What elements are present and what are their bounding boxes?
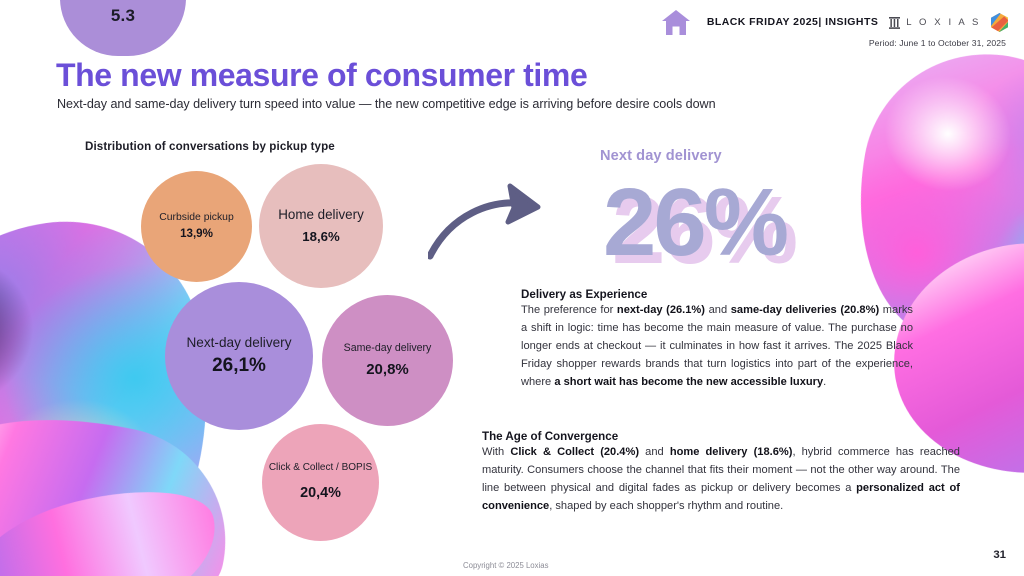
bubble-label: Same-day delivery	[343, 342, 432, 355]
block-heading: Delivery as Experience	[521, 288, 648, 301]
chart-title: Distribution of conversations by pickup …	[85, 140, 335, 153]
bubble-label: Curbside pickup	[159, 211, 234, 223]
header-bar: BLACK FRIDAY 2025| INSIGHTS L O X I A S	[661, 8, 1008, 36]
bubble-click-and-collect[interactable]: Click & Collect / BOPIS 20,4%	[262, 424, 379, 541]
chapter-number: 5.3	[110, 6, 136, 25]
page-title: The new measure of consumer time	[56, 57, 588, 93]
text-block-age-of-convergence: The Age of Convergence With Click & Coll…	[482, 430, 960, 516]
bubble-label: Click & Collect / BOPIS	[268, 462, 373, 474]
callout-value: 26%	[603, 169, 789, 276]
callout-label: Next day delivery	[600, 148, 722, 164]
block-body: With Click & Collect (20.4%) and home de…	[482, 446, 960, 512]
loxias-wordmark: L O X I A S	[906, 16, 981, 28]
bubble-value: 20,4%	[300, 485, 341, 502]
copyright-text: Copyright © 2025 Loxias	[463, 561, 549, 570]
bubble-label: Next-day delivery	[186, 334, 292, 350]
bubble-value: 13,9%	[180, 227, 213, 241]
bubble-next-day-delivery[interactable]: Next-day delivery 26,1%	[165, 282, 313, 430]
column-icon	[889, 16, 901, 29]
period-label: Period: June 1 to October 31, 2025	[868, 38, 1006, 48]
bubble-value: 20,8%	[366, 360, 409, 378]
bubble-home-delivery[interactable]: Home delivery 18,6%	[259, 164, 383, 288]
loxias-logo: L O X I A S	[888, 15, 981, 30]
callout-stat: 26% 26%	[600, 175, 930, 285]
block-body: The preference for next-day (26.1%) and …	[521, 304, 913, 388]
brand-label: BLACK FRIDAY 2025| INSIGHTS	[706, 16, 879, 28]
block-heading: The Age of Convergence	[482, 430, 619, 443]
callout-value-shadow: 26%	[612, 177, 798, 284]
bubble-same-day-delivery[interactable]: Same-day delivery 20,8%	[322, 295, 453, 426]
hexagon-logo-icon	[991, 12, 1008, 32]
page-number: 31	[993, 549, 1006, 561]
bubble-label: Home delivery	[278, 207, 364, 223]
page-subtitle: Next-day and same-day delivery turn spee…	[57, 97, 716, 111]
chapter-badge: 5.3	[60, 0, 186, 56]
home-icon[interactable]	[661, 8, 691, 36]
iridescent-blob-left-bottom	[0, 470, 231, 576]
curved-arrow-icon	[428, 183, 541, 260]
bubble-curbside-pickup[interactable]: Curbside pickup 13,9%	[141, 171, 252, 282]
bubble-value: 26,1%	[212, 355, 266, 377]
bubble-value: 18,6%	[302, 228, 340, 244]
text-block-delivery-as-experience: Delivery as Experience The preference fo…	[521, 288, 913, 392]
